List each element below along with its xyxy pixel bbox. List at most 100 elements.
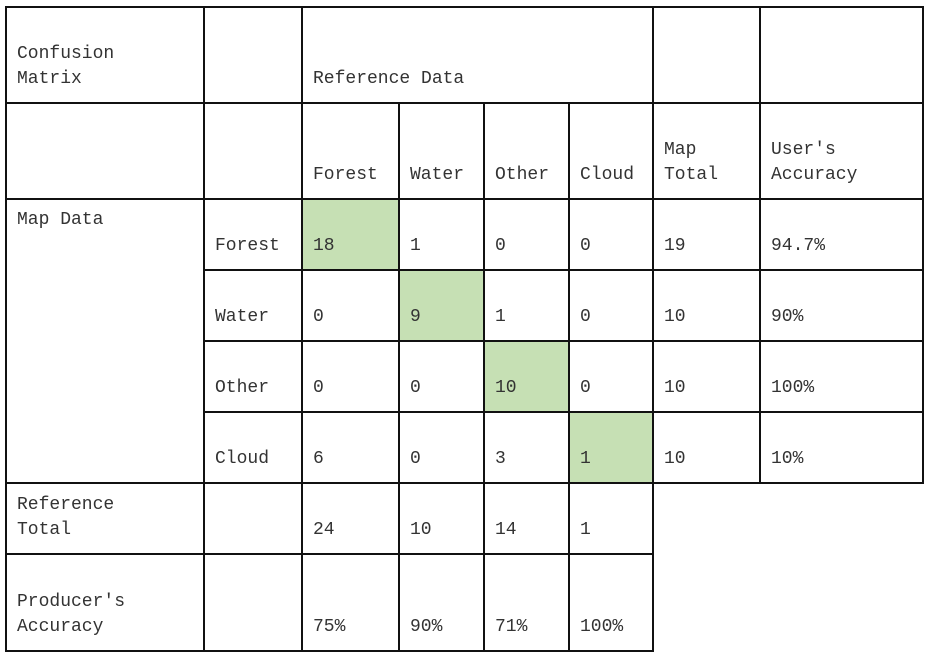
matrix-cell: 0 (301, 269, 400, 342)
reference-total-label-text: Reference Total (17, 495, 115, 540)
matrix-cell-text: 0 (580, 378, 591, 398)
diagonal-cell: 1 (568, 411, 654, 484)
matrix-title-cell-text: Confusion Matrix (17, 44, 115, 89)
column-header-other-text: Other (495, 165, 550, 185)
matrix-cell: 0 (568, 269, 654, 342)
map-total-cell-text: 19 (664, 236, 686, 256)
diagonal-cell: 10 (483, 340, 570, 413)
map-total-cell: 10 (652, 411, 761, 484)
users-accuracy-cell-text: 100% (771, 378, 815, 398)
diagonal-cell-text: 18 (313, 236, 335, 256)
reference-total-cell-text: 24 (313, 520, 335, 540)
matrix-cell-text: 0 (410, 449, 421, 469)
reference-total-cell-text: 14 (495, 520, 517, 540)
producers-accuracy-cell-text: 71% (495, 617, 528, 637)
diagonal-cell-text: 9 (410, 307, 421, 327)
map-total-cell: 10 (652, 269, 761, 342)
users-accuracy-cell-text: 90% (771, 307, 804, 327)
map-total-cell-text: 10 (664, 449, 686, 469)
matrix-cell: 0 (301, 340, 400, 413)
diagonal-cell: 9 (398, 269, 485, 342)
users-accuracy-cell-text: 10% (771, 449, 804, 469)
header-empty-cell (203, 6, 303, 104)
reference-total-cell: 14 (483, 482, 570, 555)
row-label-forest-text: Forest (215, 236, 280, 256)
matrix-cell-text: 0 (580, 236, 591, 256)
map-total-header: Map Total (652, 102, 761, 200)
column-header-cloud-text: Cloud (580, 165, 635, 185)
users-accuracy-cell: 90% (759, 269, 924, 342)
matrix-cell: 6 (301, 411, 400, 484)
matrix-cell-text: 1 (495, 307, 506, 327)
column-header-cloud: Cloud (568, 102, 654, 200)
column-header-water-text: Water (410, 165, 465, 185)
matrix-cell: 1 (398, 198, 485, 271)
producers-accuracy-cell: 75% (301, 553, 400, 652)
matrix-cell: 0 (398, 411, 485, 484)
matrix-cell-text: 3 (495, 449, 506, 469)
matrix-cell: 0 (483, 198, 570, 271)
diagonal-cell-text: 10 (495, 378, 517, 398)
row-label-cloud: Cloud (203, 411, 303, 484)
users-accuracy-header: User's Accuracy (759, 102, 924, 200)
users-accuracy-cell: 10% (759, 411, 924, 484)
matrix-cell: 3 (483, 411, 570, 484)
row-label-water: Water (203, 269, 303, 342)
map-data-label: Map Data (5, 198, 205, 484)
matrix-cell-text: 0 (313, 307, 324, 327)
matrix-cell: 1 (483, 269, 570, 342)
row-label-cloud-text: Cloud (215, 449, 270, 469)
matrix-cell-text: 0 (495, 236, 506, 256)
matrix-title-cell: Confusion Matrix (5, 6, 205, 104)
reference-data-header-text: Reference Data (313, 69, 465, 89)
map-total-cell: 19 (652, 198, 761, 271)
row-label-water-text: Water (215, 307, 270, 327)
producers-accuracy-cell-text: 75% (313, 617, 346, 637)
header-empty-cell (203, 102, 303, 200)
row-label-other: Other (203, 340, 303, 413)
reference-total-cell: 10 (398, 482, 485, 555)
diagonal-cell: 18 (301, 198, 400, 271)
header-empty-cell (5, 102, 205, 200)
column-header-forest: Forest (301, 102, 400, 200)
matrix-cell: 0 (568, 340, 654, 413)
users-accuracy-header-text: User's Accuracy (771, 140, 858, 185)
header-empty-cell (652, 6, 761, 104)
reference-total-cell: 24 (301, 482, 400, 555)
reference-total-cell-text: 1 (580, 520, 591, 540)
matrix-cell: 0 (568, 198, 654, 271)
producers-accuracy-label-text: Producer's Accuracy (17, 592, 126, 637)
users-accuracy-cell-text: 94.7% (771, 236, 826, 256)
users-accuracy-cell: 100% (759, 340, 924, 413)
column-header-other: Other (483, 102, 570, 200)
empty-cell (203, 553, 303, 652)
users-accuracy-cell: 94.7% (759, 198, 924, 271)
matrix-cell-text: 6 (313, 449, 324, 469)
header-empty-cell (759, 6, 924, 104)
producers-accuracy-cell-text: 100% (580, 617, 624, 637)
row-label-forest: Forest (203, 198, 303, 271)
empty-cell (203, 482, 303, 555)
map-total-cell: 10 (652, 340, 761, 413)
matrix-cell-text: 1 (410, 236, 421, 256)
map-data-label-text: Map Data (17, 210, 104, 230)
producers-accuracy-cell: 90% (398, 553, 485, 652)
column-header-water: Water (398, 102, 485, 200)
matrix-cell-text: 0 (410, 378, 421, 398)
producers-accuracy-cell: 71% (483, 553, 570, 652)
map-total-cell-text: 10 (664, 307, 686, 327)
row-label-other-text: Other (215, 378, 270, 398)
producers-accuracy-label: Producer's Accuracy (5, 553, 205, 652)
map-total-header-text: Map Total (664, 140, 719, 185)
column-header-forest-text: Forest (313, 165, 378, 185)
matrix-cell: 0 (398, 340, 485, 413)
producers-accuracy-cell: 100% (568, 553, 654, 652)
diagonal-cell-text: 1 (580, 449, 591, 469)
reference-total-cell: 1 (568, 482, 654, 555)
reference-total-cell-text: 10 (410, 520, 432, 540)
reference-data-header: Reference Data (301, 6, 654, 104)
producers-accuracy-cell-text: 90% (410, 617, 443, 637)
matrix-cell-text: 0 (580, 307, 591, 327)
map-total-cell-text: 10 (664, 378, 686, 398)
reference-total-label: Reference Total (5, 482, 205, 555)
